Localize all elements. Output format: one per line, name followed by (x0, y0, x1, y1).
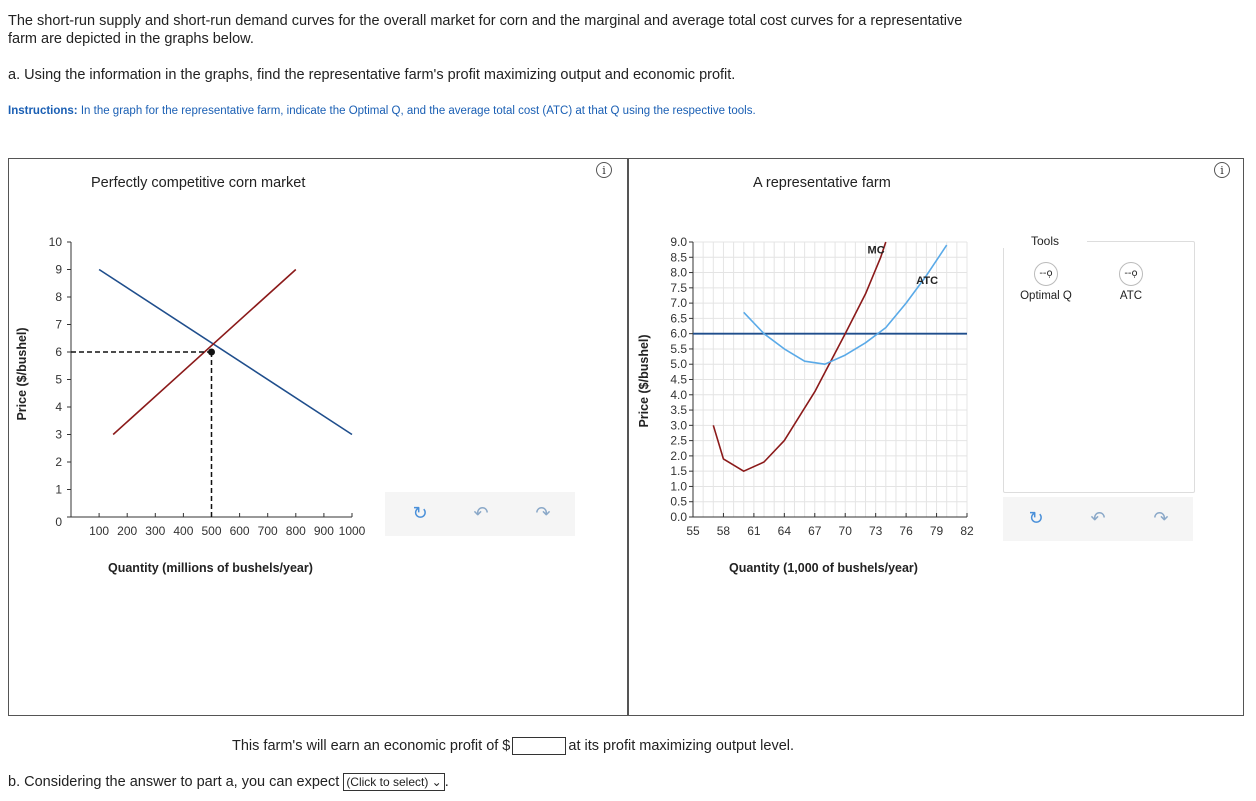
x-tick-label: 64 (778, 524, 792, 538)
instructions-text: In the graph for the representative farm… (80, 105, 756, 117)
y-tick-label: 4 (55, 400, 62, 414)
y-tick-label: 6 (55, 345, 62, 359)
mc-curve (712, 241, 887, 472)
farm-xlabel: Quantity (1,000 of bushels/year) (729, 561, 918, 575)
tool-optimal-q[interactable]: --ọ Optimal Q (1016, 262, 1076, 302)
farm-redo-icon[interactable]: ↷ (1153, 508, 1169, 529)
y-tick-label: 2.5 (670, 434, 687, 448)
tool-optimal-q-label: Optimal Q (1020, 290, 1072, 302)
y-tick-label: 3 (55, 428, 62, 442)
x-tick-label: 400 (173, 524, 193, 538)
y-tick-label: 2.0 (670, 449, 687, 463)
supply-curve (112, 268, 297, 436)
x-tick-label: 58 (717, 524, 731, 538)
x-tick-label: 200 (117, 524, 137, 538)
instructions-label: Instructions: (8, 105, 78, 117)
point-tool-icon: --ọ (1119, 262, 1143, 286)
market-title: Perfectly competitive corn market (91, 175, 306, 191)
x-tick-label: 79 (930, 524, 944, 538)
x-tick-label: 55 (686, 524, 700, 538)
expectation-select-label: (Click to select) (346, 775, 429, 789)
farm-controls (1003, 497, 1193, 541)
atc-label: ATC (916, 275, 938, 287)
x-tick-label: 800 (286, 524, 306, 538)
x-tick-label: 76 (899, 524, 913, 538)
y-tick-label: 10 (49, 235, 63, 249)
y-tick-label: 0.0 (670, 510, 687, 524)
y-tick-label: 9 (55, 263, 62, 277)
y-tick-label: 8.0 (670, 266, 687, 280)
y-tick-label: 3.5 (670, 403, 687, 417)
y-tick-label: 8.5 (670, 250, 687, 264)
tools-panel (1003, 241, 1195, 493)
farm-title: A representative farm (753, 175, 891, 191)
x-tick-label: 600 (230, 524, 250, 538)
instructions: Instructions: In the graph for the repre… (8, 105, 756, 117)
point-tool-icon: --ọ (1034, 262, 1058, 286)
y-tick-label: 7.0 (670, 296, 687, 310)
y-tick-label: 5 (55, 373, 62, 387)
x-tick-label: 700 (258, 524, 278, 538)
x-tick-label: 300 (145, 524, 165, 538)
farm-info-icon[interactable]: i (1214, 162, 1230, 178)
market-info-icon[interactable]: i (596, 162, 612, 178)
tools-title: Tools (1003, 234, 1087, 248)
graph-frame (8, 158, 1244, 716)
market-xlabel: Quantity (millions of bushels/year) (108, 561, 313, 575)
tool-atc-label: ATC (1119, 290, 1143, 302)
x-tick-label: 900 (314, 524, 334, 538)
question-a: a. Using the information in the graphs, … (8, 67, 736, 83)
x-tick-label: 500 (201, 524, 221, 538)
y-tick-label: 7 (55, 318, 62, 332)
part-b-end: . (444, 773, 449, 790)
y-tick-label: 0 (55, 515, 62, 529)
mc-label: MC (868, 245, 885, 257)
tool-atc[interactable]: --ọ ATC (1101, 262, 1161, 302)
farm-reset-icon[interactable]: ↻ (1028, 508, 1044, 529)
y-tick-label: 0.5 (670, 495, 687, 509)
demand-curve (98, 268, 353, 436)
answer-suffix: at its profit maximizing output level. (568, 737, 795, 754)
answer-prefix: This farm's will earn an economic profit… (232, 737, 511, 754)
market-chart[interactable]: 0 1 2 3 4 5 6 7 8 9 10 100 200 300 400 500 600 700 800 900 1… (0, 0, 620, 560)
y-tick-label: 7.5 (670, 281, 687, 295)
y-tick-label: 1.5 (670, 464, 687, 478)
chevron-down-icon: ⌄ (431, 775, 442, 789)
y-tick-label: 1.0 (670, 479, 687, 493)
part-b-text: b. Considering the answer to part a, you… (8, 773, 340, 790)
market-undo-icon[interactable]: ↶ (473, 503, 489, 524)
y-tick-label: 5.0 (670, 357, 687, 371)
expectation-select[interactable]: (Click to select) ⌄ (343, 773, 445, 791)
x-tick-label: 82 (960, 524, 974, 538)
atc-curve (743, 244, 948, 365)
x-tick-label: 67 (808, 524, 822, 538)
y-tick-label: 3.0 (670, 418, 687, 432)
part-b-line: b. Considering the answer to part a, you… (8, 773, 449, 791)
market-controls (385, 492, 575, 536)
answer-line: This farm's will earn an economic profit… (232, 737, 794, 755)
x-tick-label: 100 (89, 524, 109, 538)
y-tick-label: 9.0 (670, 235, 687, 249)
profit-input[interactable] (512, 737, 567, 755)
y-tick-label: 1 (55, 483, 62, 497)
farm-undo-icon[interactable]: ↶ (1090, 508, 1106, 529)
x-tick-label: 61 (747, 524, 761, 538)
x-tick-label: 70 (839, 524, 853, 538)
y-tick-label: 5.5 (670, 342, 687, 356)
equilibrium-point (208, 348, 215, 356)
y-tick-label: 2 (55, 455, 62, 469)
x-tick-label: 1000 (339, 524, 366, 538)
y-tick-label: 6.0 (670, 327, 687, 341)
y-tick-label: 6.5 (670, 311, 687, 325)
y-tick-label: 8 (55, 290, 62, 304)
farm-chart[interactable]: 0.00.5 1.01.52.02.5 3.03.54.04.5 5.05.56.0 6… (640, 220, 1000, 550)
panel-divider (627, 158, 629, 716)
x-tick-label: 73 (869, 524, 883, 538)
market-reset-icon[interactable]: ↻ (412, 503, 428, 524)
y-tick-label: 4.5 (670, 373, 687, 387)
market-redo-icon[interactable]: ↷ (535, 503, 551, 524)
y-tick-label: 4.0 (670, 388, 687, 402)
intro-text: The short-run supply and short-run deman… (8, 13, 963, 47)
